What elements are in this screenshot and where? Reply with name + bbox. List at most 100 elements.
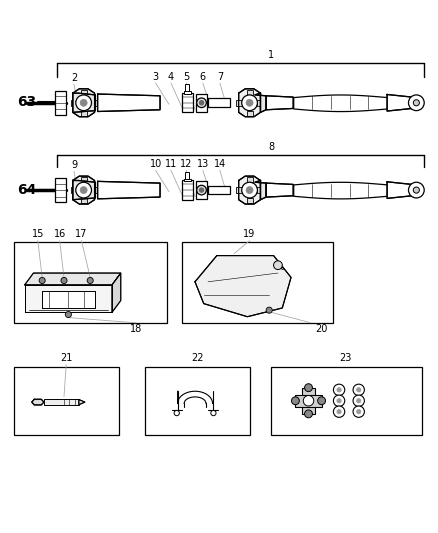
- Polygon shape: [25, 285, 112, 312]
- Bar: [295, 394, 321, 407]
- Bar: [92, 100, 97, 106]
- Text: 2: 2: [71, 73, 77, 83]
- Circle shape: [333, 384, 345, 395]
- Text: 20: 20: [315, 324, 328, 334]
- Circle shape: [80, 187, 87, 193]
- Circle shape: [337, 409, 341, 414]
- Circle shape: [76, 95, 92, 111]
- Circle shape: [318, 397, 325, 405]
- Bar: [71, 100, 76, 106]
- Text: 14: 14: [214, 159, 226, 169]
- Bar: [247, 198, 253, 203]
- Bar: [81, 90, 87, 95]
- Circle shape: [266, 307, 272, 313]
- Bar: [184, 92, 191, 94]
- Text: 5: 5: [183, 72, 189, 82]
- Bar: [272, 367, 422, 434]
- Circle shape: [174, 410, 179, 416]
- Circle shape: [246, 99, 253, 106]
- Text: 10: 10: [149, 159, 162, 169]
- Polygon shape: [255, 93, 266, 112]
- Circle shape: [303, 395, 314, 406]
- Circle shape: [211, 410, 216, 416]
- Bar: [247, 90, 253, 95]
- Bar: [81, 111, 87, 116]
- Bar: [182, 243, 332, 323]
- Polygon shape: [195, 256, 291, 317]
- Bar: [55, 178, 66, 203]
- Circle shape: [197, 185, 206, 195]
- Circle shape: [304, 384, 312, 392]
- Text: 7: 7: [217, 72, 223, 82]
- Text: 6: 6: [200, 72, 206, 82]
- Polygon shape: [98, 94, 160, 111]
- Circle shape: [76, 182, 92, 198]
- Circle shape: [353, 395, 364, 407]
- Polygon shape: [255, 181, 266, 200]
- Circle shape: [333, 406, 345, 417]
- Circle shape: [357, 399, 361, 403]
- Bar: [14, 367, 119, 434]
- Circle shape: [413, 100, 420, 106]
- Bar: [81, 177, 87, 182]
- Text: 18: 18: [130, 324, 142, 334]
- Bar: [237, 100, 242, 106]
- Bar: [258, 187, 263, 193]
- Bar: [185, 172, 189, 181]
- Circle shape: [291, 397, 299, 405]
- Circle shape: [246, 187, 253, 193]
- Polygon shape: [73, 93, 95, 112]
- Polygon shape: [25, 273, 121, 285]
- Bar: [14, 243, 166, 323]
- Text: 16: 16: [53, 229, 66, 239]
- Circle shape: [87, 277, 93, 284]
- Circle shape: [333, 395, 345, 407]
- Circle shape: [357, 387, 361, 392]
- Circle shape: [337, 387, 341, 392]
- Circle shape: [197, 98, 206, 108]
- Text: 8: 8: [268, 142, 275, 152]
- Text: 19: 19: [244, 229, 256, 239]
- Circle shape: [242, 182, 258, 198]
- Bar: [182, 93, 193, 112]
- Circle shape: [353, 384, 364, 395]
- Circle shape: [337, 399, 341, 403]
- Circle shape: [413, 187, 420, 193]
- Polygon shape: [98, 181, 160, 199]
- Bar: [81, 198, 87, 203]
- Bar: [184, 179, 191, 181]
- Text: 64: 64: [17, 183, 37, 197]
- Text: 15: 15: [32, 229, 44, 239]
- Circle shape: [80, 99, 87, 106]
- Circle shape: [274, 261, 283, 270]
- Bar: [44, 400, 79, 405]
- Bar: [258, 100, 263, 106]
- Polygon shape: [112, 273, 121, 312]
- Circle shape: [357, 409, 361, 414]
- Bar: [185, 84, 189, 93]
- Circle shape: [61, 277, 67, 284]
- Circle shape: [304, 410, 312, 418]
- Polygon shape: [239, 176, 261, 204]
- Circle shape: [199, 101, 204, 105]
- Text: 12: 12: [180, 159, 192, 169]
- Bar: [182, 181, 193, 200]
- Text: 4: 4: [168, 72, 174, 82]
- Text: 3: 3: [152, 72, 159, 82]
- Bar: [247, 111, 253, 116]
- Circle shape: [353, 406, 364, 417]
- Polygon shape: [79, 400, 85, 405]
- Text: 9: 9: [71, 160, 77, 170]
- Polygon shape: [32, 399, 44, 405]
- Circle shape: [65, 311, 71, 318]
- Polygon shape: [42, 290, 95, 308]
- Circle shape: [242, 95, 258, 111]
- Polygon shape: [73, 181, 95, 200]
- Bar: [71, 187, 76, 193]
- Polygon shape: [73, 176, 95, 204]
- Text: 21: 21: [60, 353, 72, 364]
- Polygon shape: [73, 89, 95, 117]
- Bar: [196, 94, 207, 111]
- Bar: [208, 185, 230, 195]
- Polygon shape: [266, 96, 293, 110]
